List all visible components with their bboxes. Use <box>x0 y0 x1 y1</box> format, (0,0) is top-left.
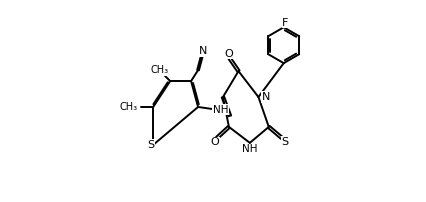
Text: N: N <box>199 46 207 56</box>
Text: N: N <box>262 92 270 102</box>
Text: S: S <box>281 137 288 147</box>
Text: NH: NH <box>242 144 258 154</box>
Text: F: F <box>282 18 288 28</box>
Text: CH₃: CH₃ <box>150 65 168 75</box>
Text: S: S <box>147 140 154 150</box>
Text: O: O <box>210 137 219 147</box>
Text: CH₃: CH₃ <box>119 102 137 112</box>
Text: NH: NH <box>213 105 228 115</box>
Text: O: O <box>224 49 233 59</box>
